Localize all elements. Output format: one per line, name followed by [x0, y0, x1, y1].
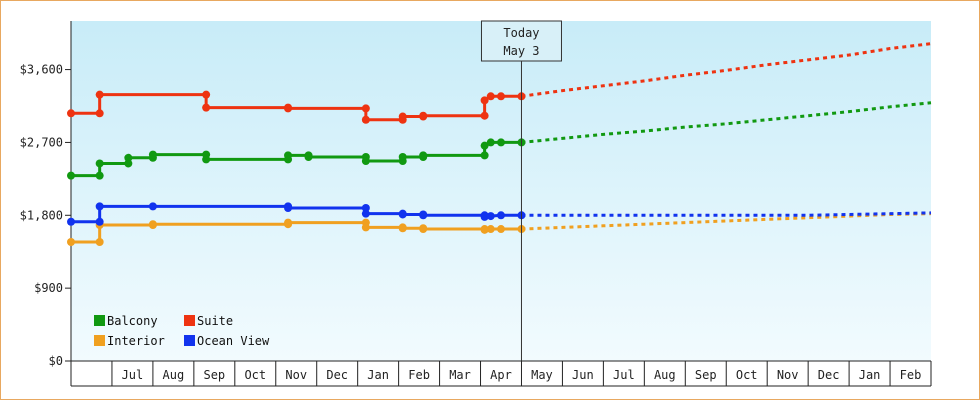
data-point-balcony [67, 171, 75, 180]
data-point-balcony [497, 138, 505, 147]
x-tick-label: Dec [326, 368, 348, 382]
data-point-balcony [480, 151, 489, 160]
data-point-interior [398, 224, 407, 233]
data-point-suite [361, 104, 370, 113]
today-box [480, 20, 562, 62]
data-point-balcony [202, 155, 211, 164]
x-tick-label: Jan [859, 368, 881, 382]
legend: Balcony Suite Interior Ocean View [94, 314, 270, 348]
data-point-interior [480, 225, 489, 234]
legend-swatch-balcony [94, 315, 105, 326]
data-point-suite [480, 111, 489, 120]
legend-label-ocean-view: Ocean View [197, 334, 270, 348]
data-point-ocean-view [361, 204, 370, 212]
data-point-balcony [419, 151, 428, 160]
data-point-balcony [486, 138, 495, 147]
x-tick-label: Feb [900, 368, 922, 382]
x-tick-label: Jul [122, 368, 144, 382]
data-point-balcony [398, 153, 407, 161]
data-point-interior [419, 225, 428, 234]
x-tick-label: Apr [490, 368, 512, 382]
y-tick-label: $3,600 [20, 63, 63, 77]
series-lines [67, 42, 932, 246]
data-point-interior [67, 238, 75, 246]
today-label: Today [503, 26, 539, 40]
legend-label-suite: Suite [197, 314, 233, 328]
x-tick-label: Nov [777, 368, 799, 382]
x-tick-label: Sep [203, 368, 225, 382]
data-point-balcony [480, 141, 489, 150]
data-point-ocean-view [497, 211, 505, 220]
y-axis: $0 $900 $1,800 $2,700 $3,600 [20, 21, 931, 368]
x-axis: Jul Aug Sep Oct Nov Dec Jan Feb Mar Apr May Jun Jul A… [70, 361, 932, 387]
today-date: May 3 [503, 44, 539, 58]
x-tick-label: Aug [163, 368, 185, 382]
data-point-ocean-view [480, 212, 489, 221]
data-point-interior [95, 238, 104, 246]
x-tick-label: Mar [449, 368, 471, 382]
data-point-balcony [95, 159, 104, 168]
data-point-interior [361, 223, 370, 232]
x-tick-label: Sep [695, 368, 717, 382]
y-tick-label: $2,700 [20, 135, 63, 149]
x-tick-label: Dec [818, 368, 840, 382]
data-point-suite [486, 92, 495, 101]
data-point-ocean-view [486, 212, 495, 221]
data-point-interior [486, 225, 495, 234]
data-point-ocean-view [284, 204, 293, 212]
y-tick-label: $900 [34, 281, 63, 295]
x-tick-label: Feb [408, 368, 430, 382]
data-point-ocean-view [148, 202, 157, 211]
data-point-suite [95, 109, 104, 118]
data-point-ocean-view [419, 211, 428, 220]
data-point-suite [419, 111, 428, 120]
legend-swatch-ocean-view [184, 335, 195, 346]
data-point-suite [398, 112, 407, 121]
data-point-balcony [361, 157, 370, 166]
plot-area [71, 21, 931, 361]
data-point-suite [202, 90, 211, 99]
data-point-interior [148, 220, 157, 229]
data-point-balcony [284, 151, 293, 160]
x-tick-label: Jun [572, 368, 594, 382]
legend-swatch-suite [184, 315, 195, 326]
data-point-ocean-view [398, 210, 407, 219]
x-tick-label: Nov [285, 368, 307, 382]
x-tick-label: Jul [613, 368, 635, 382]
data-point-balcony [148, 150, 157, 159]
x-tick-label: Oct [244, 368, 266, 382]
today-marker: Today May 3 [480, 20, 562, 361]
x-tick-label: Aug [654, 368, 676, 382]
data-point-suite [480, 96, 489, 105]
data-point-interior [497, 225, 505, 234]
data-point-suite [67, 109, 75, 118]
y-tick-label: $1,800 [20, 208, 63, 222]
legend-label-interior: Interior [107, 334, 165, 348]
data-point-balcony [95, 171, 104, 180]
series-forecast-suite [521, 42, 932, 98]
legend-label-balcony: Balcony [107, 314, 158, 328]
data-point-balcony [124, 153, 133, 162]
data-point-ocean-view [95, 202, 104, 211]
data-point-suite [361, 115, 370, 124]
data-point-suite [202, 103, 211, 112]
data-point-suite [497, 92, 505, 101]
data-point-suite [284, 104, 293, 113]
data-point-balcony [124, 159, 133, 168]
legend-swatch-interior [94, 335, 105, 346]
y-tick-label: $0 [49, 354, 63, 368]
data-point-ocean-view [95, 217, 104, 226]
data-point-ocean-view [67, 217, 75, 226]
data-point-interior [284, 218, 293, 227]
x-tick-label: May [531, 368, 553, 382]
data-point-balcony [304, 153, 313, 161]
data-point-ocean-view [361, 209, 370, 218]
data-point-suite [95, 90, 104, 99]
x-tick-label: Jan [367, 368, 389, 382]
x-tick-label: Oct [736, 368, 758, 382]
